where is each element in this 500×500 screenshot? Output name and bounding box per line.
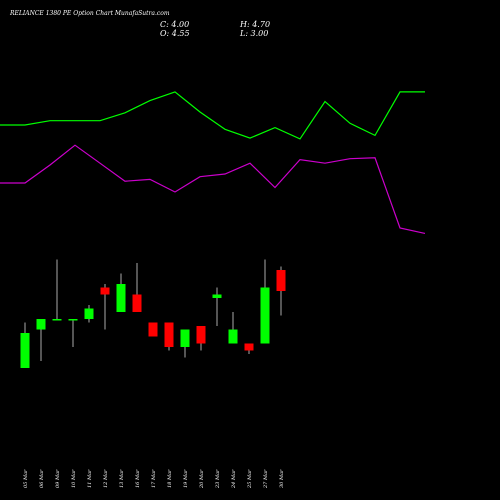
date-label: 16 Mar: [135, 469, 141, 488]
date-label: 11 Mar: [87, 469, 93, 488]
date-label: 30 Mar: [279, 469, 285, 488]
date-label: 25 Mar: [247, 469, 253, 489]
candle-body: [100, 287, 110, 295]
date-label: 24 Mar: [231, 469, 237, 489]
candle-body: [244, 343, 254, 351]
candle-body: [180, 329, 190, 347]
candle-body: [164, 322, 174, 347]
date-label: 27 Mar: [263, 469, 269, 489]
candle-body: [276, 270, 286, 291]
date-label: 05 Mar: [23, 469, 29, 488]
date-label: 13 Mar: [119, 469, 125, 488]
candle-body: [260, 287, 270, 344]
candle-body: [212, 294, 222, 298]
chart-title: RELIANCE 1380 PE Option Chart MunafaSutr…: [10, 10, 170, 17]
candle-body: [196, 326, 206, 344]
date-label: 12 Mar: [103, 469, 109, 488]
candle-body: [228, 329, 238, 344]
candle-body: [68, 319, 78, 321]
high-value: H: 4.70: [240, 20, 271, 29]
candle-body: [20, 333, 30, 368]
close-value: C: 4.00: [160, 20, 190, 29]
date-label: 06 Mar: [39, 469, 45, 488]
candle-body: [52, 319, 62, 321]
date-label: 19 Mar: [183, 469, 189, 488]
low-value: L: 3.00: [240, 29, 269, 38]
open-value: O: 4.55: [160, 29, 190, 38]
candle-body: [148, 322, 158, 337]
date-label: 09 Mar: [55, 469, 61, 488]
date-label: 17 Mar: [151, 469, 157, 488]
date-label: 10 Mar: [71, 469, 77, 488]
candle-body: [132, 294, 142, 312]
lower-indicator-line: [0, 144, 426, 234]
candle-body: [84, 308, 94, 319]
date-label: 18 Mar: [167, 469, 173, 488]
candle-body: [116, 284, 126, 312]
candle-body: [36, 319, 46, 330]
date-label: 23 Mar: [215, 469, 221, 489]
upper-indicator-line: [0, 91, 425, 140]
date-label: 20 Mar: [199, 469, 205, 489]
